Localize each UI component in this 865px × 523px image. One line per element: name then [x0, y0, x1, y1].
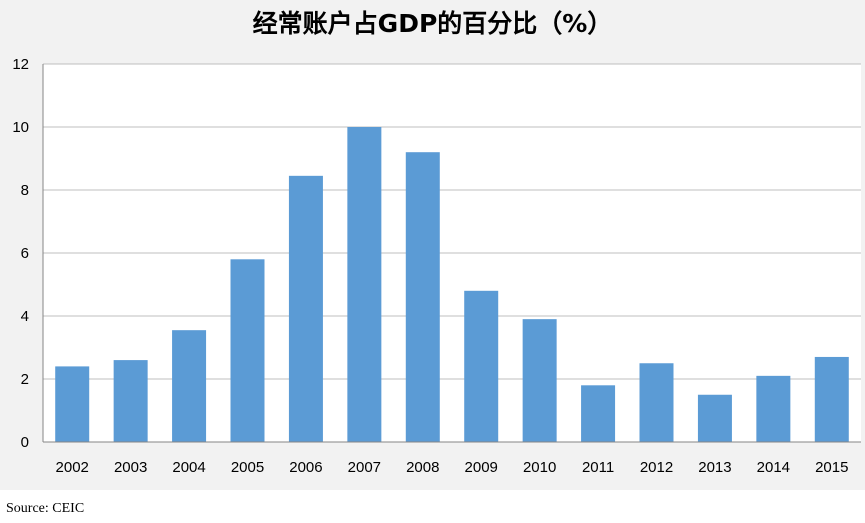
y-tick-label: 6: [21, 245, 29, 262]
bars: [55, 127, 849, 442]
bar-2008: [405, 152, 440, 442]
source-note: Source: CEIC: [6, 501, 85, 516]
y-tick-label: 0: [21, 434, 29, 451]
x-tick-label: 2010: [523, 459, 556, 476]
x-tick-label: 2013: [698, 459, 731, 476]
x-tick-label: 2011: [582, 459, 614, 476]
x-tick-label: 2005: [231, 459, 264, 476]
x-axis-ticks: 2002 2003 2004 2005 2006 2007 2008 2009 2010 2011…: [56, 459, 849, 476]
bar-2014: [756, 375, 791, 442]
x-tick-label: 2008: [406, 459, 439, 476]
y-tick-label: 12: [12, 56, 29, 73]
bar-2011: [581, 385, 616, 442]
chart-frame: 经常账户占GDP的百分比（%） 0 2 4 6 8 10 12 2002 2003 2004 20…: [0, 0, 865, 490]
y-axis-ticks: 0 2 4 6 8 10 12: [12, 56, 29, 451]
bar-2015: [814, 356, 849, 442]
x-tick-label: 2003: [114, 459, 147, 476]
x-tick-label: 2006: [289, 459, 322, 476]
x-tick-label: 2009: [465, 459, 498, 476]
x-tick-label: 2002: [56, 459, 89, 476]
y-tick-label: 4: [21, 308, 29, 325]
chart-title: 经常账户占GDP的百分比（%）: [252, 9, 613, 38]
x-tick-label: 2015: [815, 459, 848, 476]
bar-2012: [639, 363, 674, 442]
bar-2003: [113, 360, 148, 442]
bar-2002: [55, 366, 90, 442]
y-tick-label: 10: [12, 119, 29, 136]
bar-2004: [172, 330, 207, 442]
y-tick-label: 8: [21, 182, 29, 199]
x-tick-label: 2012: [640, 459, 673, 476]
x-tick-label: 2014: [757, 459, 790, 476]
x-tick-label: 2007: [348, 459, 381, 476]
bar-2006: [288, 175, 323, 442]
bar-2005: [230, 259, 265, 442]
bar-2010: [522, 319, 557, 442]
x-tick-label: 2004: [172, 459, 205, 476]
bar-2009: [464, 290, 499, 442]
y-tick-label: 2: [21, 371, 29, 388]
bar-2013: [697, 394, 732, 442]
bar-2007: [347, 127, 382, 442]
